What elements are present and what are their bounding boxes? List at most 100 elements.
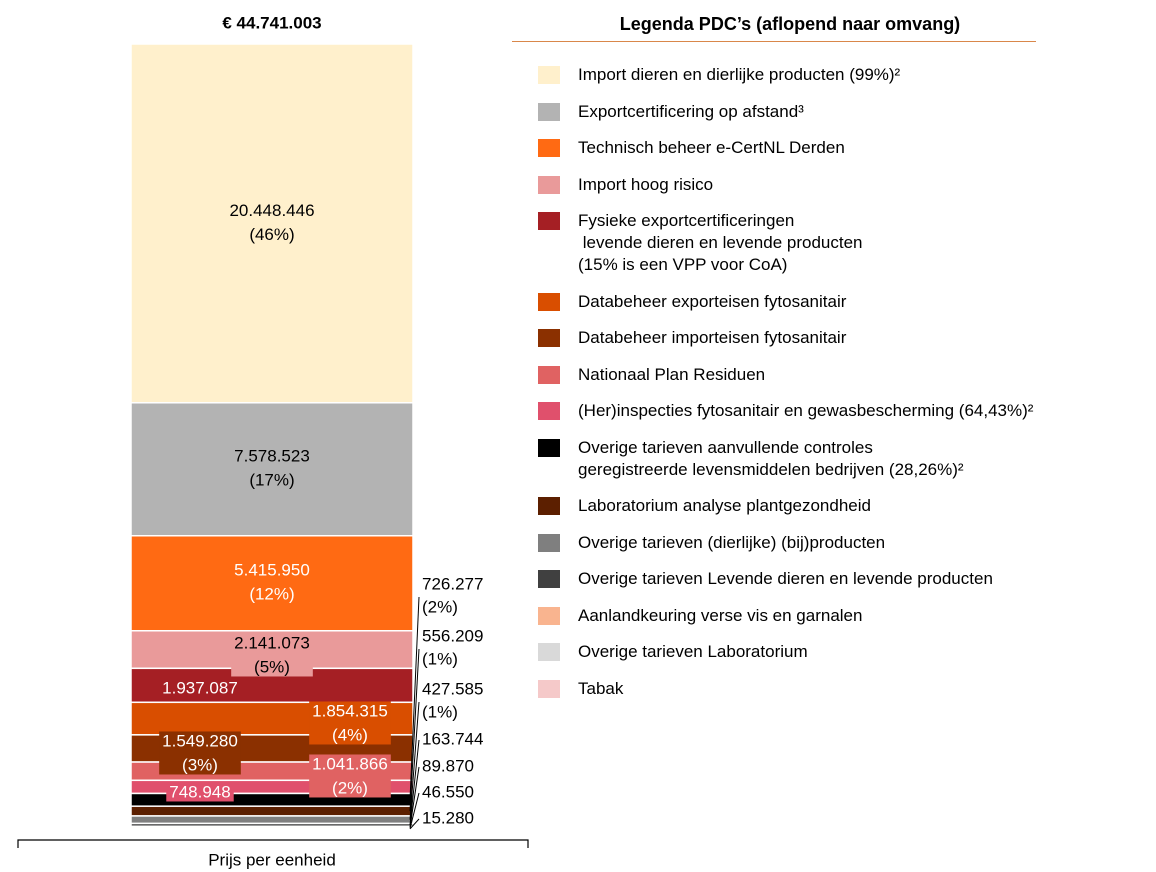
label-box [309,754,391,798]
legend-item: Tabak [538,678,623,700]
legend-swatch [538,212,560,230]
label-box [166,782,234,802]
leader-line [409,701,420,820]
legend-swatch [538,292,560,311]
bar-segment [130,402,414,537]
legend-swatch [538,606,560,625]
legend-item: Nationaal Plan Residuen [538,364,765,386]
label-box [309,701,391,745]
legend-swatch [538,533,560,552]
share-label: (12%) [249,585,294,604]
value-label: 1.937.087 [162,678,238,697]
value-label: 5.415.950 [234,561,310,580]
share-label: (2%) [332,778,368,797]
leader-line [409,766,420,828]
data-label: 1.549.280 (3%) [159,731,241,775]
share-label: (5%) [254,657,290,676]
legend-swatch [538,679,560,698]
legend-label: Import dieren en dierlijke producten (99… [578,65,901,84]
value-label: 726.277 [422,574,483,593]
value-label: 7.578.523 [234,447,310,466]
legend-swatch [538,365,560,384]
legend-swatch [538,643,560,661]
data-label: 5.415.950 (12%) [234,561,310,604]
legend-swatch [538,139,560,157]
leader-line [409,648,420,812]
x-axis-label: Prijs per eenheid [208,850,336,869]
legend-item: Overige tarieven aanvullende controles g… [538,437,964,481]
share-label: (46%) [249,225,294,244]
share-label: (2%) [422,597,458,616]
value-label: 1.041.866 [312,754,388,773]
leader-line [409,596,420,800]
legend-swatch [538,66,560,84]
value-label: 163.744 [422,729,483,748]
legend-label: Laboratorium analyse plantgezondheid [578,496,871,515]
data-label: 1.041.866 (2%) [309,754,391,798]
value-label: 748.948 [169,782,230,801]
bar-segment [130,815,414,825]
value-label: 1.549.280 [162,731,238,750]
legend-swatch [538,438,560,457]
legend-item: (Her)inspecties fytosanitair en gewasbes… [538,400,1033,422]
chart-title: € 44.741.003 [222,13,321,32]
data-label: 20.448.446 (46%) [229,201,314,244]
share-label: (3%) [182,755,218,774]
legend-item: Overige tarieven (dierlijke) (bij)produc… [538,532,885,554]
legend-label: Fysieke exportcertificeringen levende di… [578,211,863,274]
share-label: (1%) [422,649,458,668]
legend-swatch [538,497,560,515]
share-label: (4%) [332,725,368,744]
legend-item: Overige tarieven Levende dieren en leven… [538,568,993,590]
legend-label: Aanlandkeuring verse vis en garnalen [578,605,863,625]
legend-rule [512,41,1036,42]
value-label: 20.448.446 [229,201,314,220]
value-label: 1.854.315 [312,701,388,720]
axis-bracket [17,839,529,848]
value-label: 15.280 [422,808,474,827]
legend-label: Technisch beheer e-CertNL Derden [578,138,845,157]
leader-line [409,739,420,825]
share-label: (1%) [422,702,458,721]
legend-label: (Her)inspecties fytosanitair en gewasbes… [578,401,1034,420]
legend-label: Databeheer importeisen fytosanitair [578,328,847,347]
labels: 20.448.446 (46%) 7.578.523 (17%) 5.415.950 (1… [159,201,483,830]
legend-item: Import dieren en dierlijke producten (99… [538,64,900,86]
leader-line [409,818,420,830]
legend-swatch [538,329,560,347]
legend-label: Tabak [578,678,624,698]
value-label: 427.585 [422,679,483,698]
legend-swatch [538,175,560,194]
data-label: 748.948 [166,782,234,802]
legend-item: Laboratorium analyse plantgezondheid [538,495,871,517]
legend-swatch [538,102,560,121]
bar-segment [130,534,414,632]
legend-swatch [538,570,560,588]
legend-item: Aanlandkeuring verse vis en garnalen [538,605,862,627]
legend-label: Overige tarieven aanvullende controles g… [578,437,964,479]
label-box [231,633,313,677]
legend-label: Databeheer exporteisen fytosanitair [578,291,847,311]
legend-item: Import hoog risico [538,174,713,196]
data-label: 7.578.523 (17%) [234,447,310,490]
legend-label: Overige tarieven Laboratorium [578,642,808,661]
legend-item: Fysieke exportcertificeringen levende di… [538,210,863,276]
leader-line [409,792,420,829]
data-label: 2.141.073 (5%) [231,633,313,677]
legend-item: Databeheer exporteisen fytosanitair [538,291,846,313]
bar-segment [130,43,414,404]
legend-item: Overige tarieven Laboratorium [538,641,808,663]
bar-segment [130,805,414,817]
legend-item: Technisch beheer e-CertNL Derden [538,137,845,159]
data-label: 1.854.315 (4%) [309,701,391,745]
legend-swatch [538,402,560,420]
share-label: (17%) [249,471,294,490]
legend-label: Exportcertificering op afstand³ [578,101,804,121]
legend-item: Exportcertificering op afstand³ [538,101,804,123]
legend-label: Overige tarieven Levende dieren en leven… [578,569,993,588]
value-label: 89.870 [422,756,474,775]
legend-title: Legenda PDC’s (aflopend naar omvang) [619,14,961,34]
value-label: 46.550 [422,782,474,801]
value-label: 2.141.073 [234,633,310,652]
